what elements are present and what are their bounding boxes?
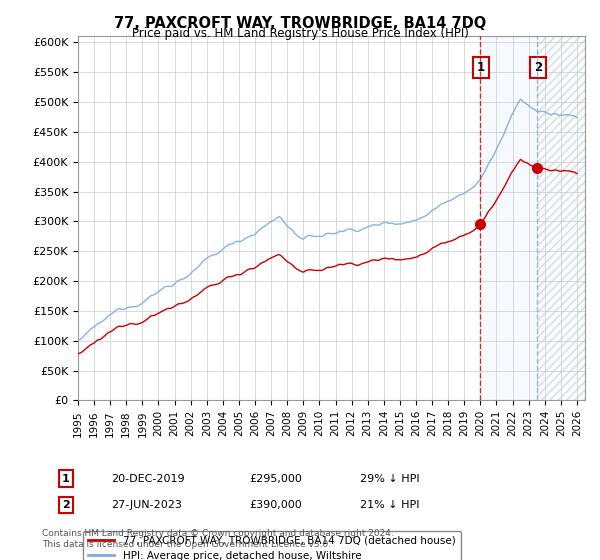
Bar — [480, 36, 537, 400]
Text: 1: 1 — [477, 61, 485, 74]
Text: Contains HM Land Registry data © Crown copyright and database right 2024.
This d: Contains HM Land Registry data © Crown c… — [42, 529, 394, 549]
Text: Price paid vs. HM Land Registry's House Price Index (HPI): Price paid vs. HM Land Registry's House … — [131, 27, 469, 40]
Text: £295,000: £295,000 — [249, 474, 302, 484]
Legend: 77, PAXCROFT WAY, TROWBRIDGE, BA14 7DQ (detached house), HPI: Average price, det: 77, PAXCROFT WAY, TROWBRIDGE, BA14 7DQ (… — [83, 531, 461, 560]
Text: £390,000: £390,000 — [249, 500, 302, 510]
Bar — [537, 36, 585, 400]
Text: 77, PAXCROFT WAY, TROWBRIDGE, BA14 7DQ: 77, PAXCROFT WAY, TROWBRIDGE, BA14 7DQ — [114, 16, 486, 31]
Bar — [537, 36, 585, 400]
Text: 2: 2 — [534, 61, 542, 74]
Text: 27-JUN-2023: 27-JUN-2023 — [111, 500, 182, 510]
Text: 29% ↓ HPI: 29% ↓ HPI — [360, 474, 419, 484]
Text: 21% ↓ HPI: 21% ↓ HPI — [360, 500, 419, 510]
Text: 1: 1 — [62, 474, 70, 484]
Text: 20-DEC-2019: 20-DEC-2019 — [111, 474, 185, 484]
Text: 2: 2 — [62, 500, 70, 510]
